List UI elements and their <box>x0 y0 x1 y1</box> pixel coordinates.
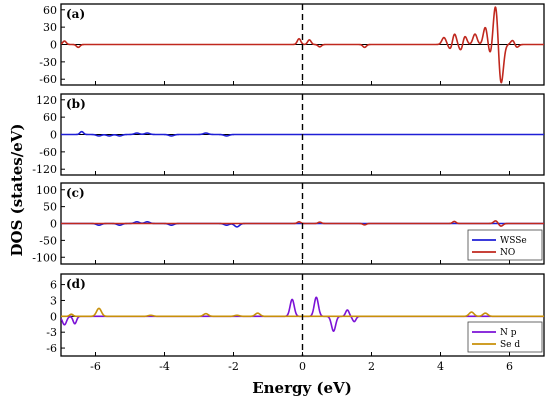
y-tick-label: -120 <box>32 163 57 176</box>
y-tick-label: 3 <box>50 294 57 307</box>
y-tick-label: 6 <box>50 279 57 292</box>
panel-label: (b) <box>66 97 86 111</box>
legend-label: N p <box>500 328 517 338</box>
panel-2: 120 60 0 -60 -120 (b) <box>32 93 545 176</box>
panel-label: (d) <box>66 277 86 291</box>
y-tick-label: 0 <box>50 39 57 52</box>
x-tick-label: -2 <box>228 360 239 373</box>
panel-label: (a) <box>66 7 85 21</box>
panel-3: 100 50 0 -50 -100 (c) WSSe NO <box>32 182 545 265</box>
y-tick-label: 100 <box>36 184 57 197</box>
panel-4: 6 3 0 -3 -6 (d) N p Se d -6 -4 -2 0 2 4 6 <box>46 273 545 373</box>
y-tick-label: 60 <box>43 111 57 124</box>
y-tick-label: 50 <box>43 201 57 214</box>
y-tick-label: 0 <box>50 218 57 231</box>
y-tick-label: 0 <box>50 129 57 142</box>
x-tick-label: -6 <box>90 360 101 373</box>
y-axis-title: DOS (states/eV) <box>8 124 26 257</box>
legend-label: Se d <box>500 340 520 350</box>
legend: N p Se d <box>467 321 543 353</box>
panels-layer: 60300-30-60(a)120600-60-120(b)100500-50-… <box>32 3 545 373</box>
y-tick-label: 0 <box>50 310 57 323</box>
legend-label: NO <box>500 248 515 258</box>
x-axis-title: Energy (eV) <box>252 379 352 397</box>
y-tick-label: 30 <box>43 21 57 34</box>
x-tick-label: 4 <box>437 360 444 373</box>
y-tick-label: -60 <box>39 73 57 86</box>
y-tick-label: -3 <box>46 326 57 339</box>
x-tick-label: 2 <box>368 360 375 373</box>
x-tick-label: 6 <box>506 360 513 373</box>
series-dos <box>61 6 544 84</box>
y-tick-label: -100 <box>32 251 57 264</box>
panel-1: 60 30 0 -30 -60 (a) <box>39 3 545 86</box>
y-tick-label: -60 <box>39 146 57 159</box>
x-tick-label: 0 <box>299 360 306 373</box>
legend: WSSe NO <box>467 229 543 261</box>
y-tick-label: -30 <box>39 56 57 69</box>
y-tick-label: -6 <box>46 342 57 355</box>
y-tick-label: 120 <box>36 94 57 107</box>
panel-label: (c) <box>66 186 85 200</box>
y-tick-label: 60 <box>43 4 57 17</box>
legend-box <box>467 321 543 353</box>
y-tick-label: -50 <box>39 234 57 247</box>
legend-label: WSSe <box>500 236 527 246</box>
legend-box <box>467 229 543 261</box>
x-tick-label: -4 <box>159 360 170 373</box>
